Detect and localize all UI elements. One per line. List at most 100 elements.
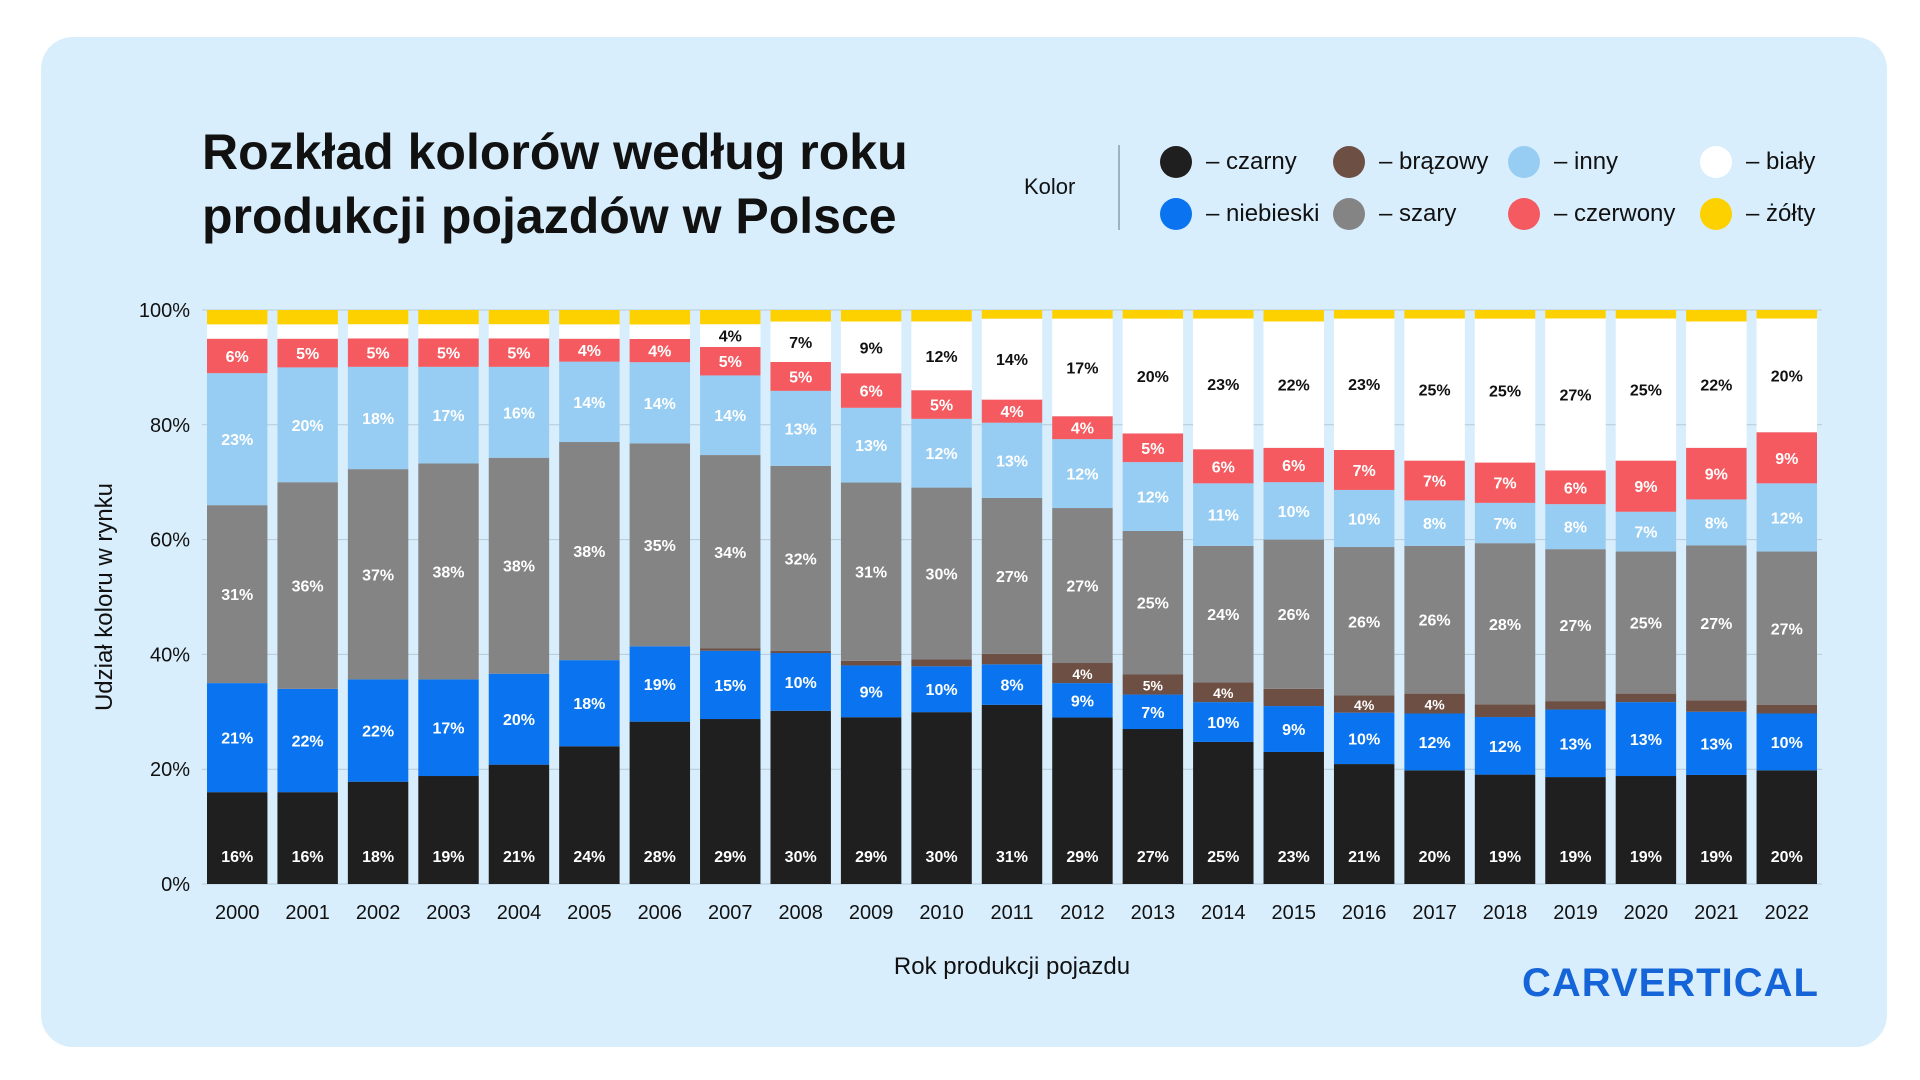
bar-segment: [277, 324, 338, 339]
bar-data-label: 7%: [1141, 705, 1164, 722]
bar-segment: [1052, 310, 1113, 319]
bar-data-label: 25%: [1630, 616, 1662, 633]
bar-segment: [1545, 504, 1606, 550]
bar-segment: [1545, 470, 1606, 505]
bar-data-label: 6%: [1212, 459, 1235, 476]
bar-segment: [418, 679, 479, 777]
bar-segment: [418, 338, 479, 367]
bar-segment: [1686, 310, 1747, 322]
legend-item-bialy: – biały: [1700, 142, 1815, 182]
bar-data-label: 6%: [1282, 458, 1305, 475]
bar-data-label: 9%: [1071, 693, 1094, 710]
bar-data-label: 16%: [221, 849, 253, 866]
bar-segment: [1193, 318, 1254, 450]
legend-swatch-czerwony: [1508, 198, 1540, 230]
bar-data-label: 9%: [1705, 467, 1728, 484]
bar-segment: [277, 688, 338, 793]
bar-data-label: 20%: [503, 712, 535, 729]
bar-segment: [700, 719, 761, 884]
bar-segment: [1052, 663, 1113, 684]
bar-data-label: 12%: [1489, 739, 1521, 756]
bar-segment: [1474, 774, 1536, 884]
bar-segment: [1333, 712, 1395, 765]
x-tick-label: 2010: [919, 902, 964, 924]
bar-data-label: 7%: [1353, 463, 1376, 480]
bar-segment: [488, 338, 550, 367]
bar-data-label: 18%: [573, 696, 605, 713]
bar-segment: [1122, 729, 1184, 884]
legend-item-zolty: – żółty: [1700, 194, 1815, 234]
bar-data-label: 27%: [1771, 621, 1803, 638]
bar-segment: [1263, 482, 1324, 540]
bar-segment: [1474, 502, 1536, 544]
bar-segment: [840, 321, 902, 374]
bar-segment: [981, 664, 1043, 705]
bar-data-label: 14%: [714, 408, 746, 425]
bar-segment: [629, 721, 691, 884]
bar-data-label: 13%: [1700, 736, 1732, 753]
bar-data-label: 10%: [1771, 735, 1803, 752]
bar-segment: [347, 338, 409, 367]
bar-segment: [840, 660, 902, 666]
bar-data-label: 4%: [1072, 666, 1093, 682]
bar-segment: [1193, 310, 1254, 319]
bar-segment: [1122, 433, 1184, 463]
bar-segment: [347, 679, 409, 782]
bar-segment: [1474, 318, 1536, 463]
bar-segment: [347, 310, 409, 325]
bar-data-label: 15%: [714, 678, 746, 695]
bar-segment: [418, 776, 479, 884]
legend-item-czarny: – czarny: [1160, 142, 1297, 182]
bar-data-label: 30%: [926, 849, 958, 866]
bar-segment: [911, 659, 972, 667]
y-tick-label: 20%: [150, 759, 190, 781]
bar-segment: [1545, 549, 1606, 702]
bar-segment: [1756, 432, 1817, 484]
legend-label-czarny: – czarny: [1206, 148, 1297, 175]
x-axis-label: Rok produkcji pojazdu: [894, 953, 1130, 980]
bar-data-label: 4%: [1000, 404, 1023, 421]
bar-data-label: 13%: [785, 421, 817, 438]
x-tick-label: 2012: [1060, 902, 1105, 924]
bar-segment: [559, 660, 620, 747]
bar-segment: [1052, 717, 1113, 884]
legend-label-czerwony: – czerwony: [1554, 200, 1676, 227]
bar-segment: [1404, 770, 1465, 884]
bar-segment: [1615, 310, 1677, 319]
bar-data-label: 16%: [503, 405, 535, 422]
bar-data-label: 5%: [1143, 678, 1164, 694]
bar-data-label: 13%: [855, 438, 887, 455]
bar-segment: [1615, 318, 1677, 461]
bar-segment: [1545, 701, 1606, 710]
bar-segment: [840, 717, 902, 884]
bar-data-label: 7%: [789, 335, 812, 352]
legend-item-niebieski: – niebieski: [1160, 194, 1319, 234]
bar-segment: [700, 375, 761, 456]
bar-segment: [1615, 702, 1677, 777]
bar-segment: [1052, 416, 1113, 440]
bar-data-label: 14%: [573, 395, 605, 412]
bar-segment: [911, 712, 972, 884]
bar-data-label: 10%: [785, 675, 817, 692]
bar-data-label: 12%: [1066, 467, 1098, 484]
bar-segment: [1333, 764, 1395, 884]
bar-data-label: 28%: [644, 849, 676, 866]
bar-data-label: 5%: [437, 346, 460, 363]
bar-segment: [1333, 310, 1395, 319]
bar-data-label: 27%: [1066, 579, 1098, 596]
bar-segment: [1333, 449, 1395, 490]
y-axis-label: Udział koloru w rynku: [91, 483, 118, 711]
bar-segment: [1686, 447, 1747, 500]
bar-data-label: 21%: [1348, 849, 1380, 866]
bar-segment: [1404, 318, 1465, 461]
bar-segment: [981, 704, 1043, 884]
bar-data-label: 6%: [226, 349, 249, 366]
bar-segment: [1474, 717, 1536, 775]
bar-data-label: 4%: [1424, 697, 1445, 713]
x-tick-label: 2011: [990, 902, 1033, 924]
bar-data-label: 13%: [1630, 732, 1662, 749]
bar-segment: [770, 710, 831, 884]
bar-segment: [1263, 321, 1324, 448]
legend-label-inny: – inny: [1554, 148, 1619, 175]
bar-segment: [207, 683, 268, 793]
